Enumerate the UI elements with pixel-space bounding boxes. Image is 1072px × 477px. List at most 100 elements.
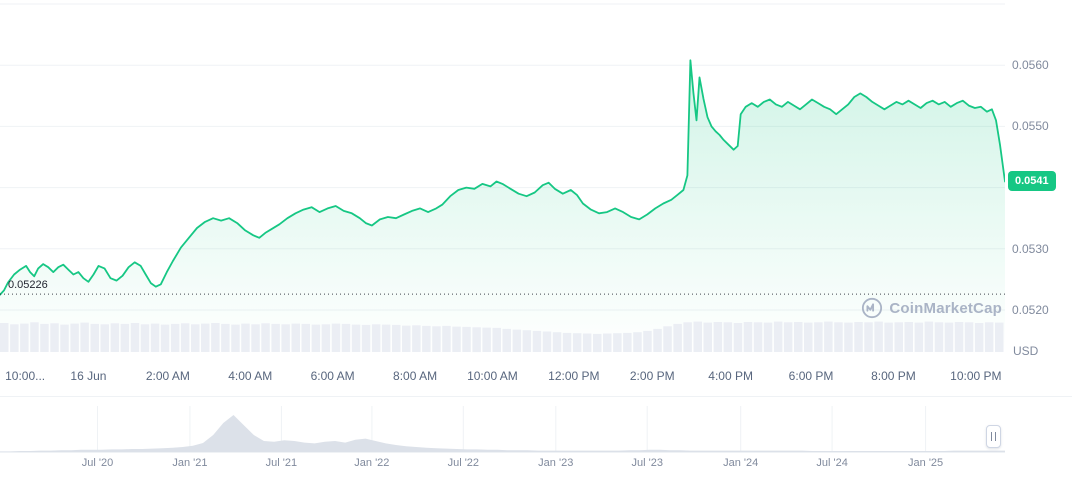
time-tick-label: 8:00 AM (393, 369, 438, 383)
date-tick-label: Jul '22 (447, 457, 480, 469)
volume-bar (904, 322, 913, 352)
time-tick-label: 2:00 AM (145, 369, 190, 383)
volume-bar (412, 325, 421, 352)
current-price-badge: 0.0541 (1008, 171, 1056, 192)
range-selector[interactable]: Jul '20 Jan '21 Jul '21 Jan '22 Jul '22 Jan '… (0, 396, 1072, 477)
price-chart-canvas[interactable] (0, 0, 1005, 360)
reference-price-label: 0.05226 (8, 279, 48, 292)
volume-bar (30, 322, 39, 352)
all-time-area (0, 415, 1005, 453)
price-tick-label: 0.0530 (1012, 241, 1049, 256)
volume-bar (221, 323, 230, 352)
volume-bar (593, 333, 602, 353)
volume-bar (804, 322, 813, 352)
volume-bar (100, 324, 109, 352)
volume-bar (572, 333, 582, 352)
time-tick-label: 16 Jun (70, 369, 107, 383)
volume-bar (422, 325, 431, 352)
volume-bar (472, 327, 481, 353)
volume-bar (170, 323, 180, 352)
volume-bar (180, 323, 190, 352)
volume-bar (663, 326, 672, 352)
price-tick-label: 0.0520 (1012, 303, 1049, 317)
volume-bar (864, 322, 873, 352)
volume-bar (603, 333, 612, 352)
volume-bar (954, 322, 964, 352)
volume-bar (381, 324, 391, 352)
time-tick-label: 10:00 PM (950, 369, 1002, 383)
time-tick-label: 8:00 PM (871, 369, 916, 383)
volume-bar (241, 323, 250, 352)
volume-bar (80, 322, 89, 352)
volume-bar (150, 323, 160, 352)
volume-bar (582, 333, 592, 352)
volume-bar (844, 322, 853, 352)
volume-bar (70, 323, 79, 352)
range-selector-chart[interactable] (0, 406, 1005, 453)
brush-resize-handle[interactable] (986, 425, 1001, 448)
date-tick-label: Jan '23 (538, 457, 574, 469)
volume-bar (743, 322, 753, 352)
volume-bar (191, 324, 200, 352)
date-tick-label: Jul '24 (816, 457, 848, 469)
volume-bar (693, 321, 702, 352)
volume-bar (110, 323, 120, 352)
volume-bar (874, 321, 883, 352)
volume-bar (944, 322, 954, 352)
volume-bar (201, 323, 210, 352)
time-tick-label: 10:00 AM (467, 369, 518, 383)
volume-bar (120, 323, 130, 352)
volume-bar (924, 321, 934, 352)
volume-bar (984, 322, 994, 352)
volume-bar (321, 324, 331, 352)
volume-bar (291, 323, 300, 352)
volume-bar (914, 322, 924, 352)
volume-bar (20, 323, 29, 352)
main-chart-area: 0.0520 0.0530 0.0550 0.0560 0.0541 USD 0.05… (0, 0, 1056, 360)
volume-bar (934, 322, 944, 352)
time-axis: 10:00... 16 Jun 2:00 AM 4:00 AM 6:00 AM 8:00 … (0, 360, 1072, 396)
volume-bar (964, 322, 974, 352)
volume-bar (613, 333, 622, 352)
volume-bar (331, 323, 341, 352)
volume-bar (995, 322, 1004, 352)
volume-bar (40, 323, 49, 352)
volume-bar (763, 322, 773, 352)
price-area-fill (0, 60, 1005, 353)
volume-bar (361, 324, 371, 352)
volume-bar (211, 323, 220, 352)
date-tick-label: Jul '23 (631, 457, 663, 469)
coinmarketcap-watermark: CoinMarketCap (861, 297, 1002, 319)
volume-bar (633, 332, 642, 352)
volume-bar (341, 323, 351, 352)
volume-bar (140, 324, 150, 352)
volume-bar (653, 328, 662, 352)
volume-bar (552, 332, 562, 352)
coinmarketcap-logo-icon (862, 297, 883, 319)
volume-bar (160, 324, 170, 352)
volume-bar (623, 332, 632, 352)
volume-bar (130, 323, 140, 352)
price-line (0, 59, 1005, 296)
volume-bar (301, 323, 310, 352)
volume-bar (723, 322, 733, 352)
volume-bar (713, 322, 723, 352)
volume-bar (974, 323, 984, 352)
time-tick-label: 4:00 PM (708, 369, 753, 383)
volume-bar (834, 322, 843, 352)
watermark-text: CoinMarketCap (889, 299, 1002, 317)
time-tick-label: 2:00 PM (629, 369, 675, 383)
volume-bar (311, 324, 321, 352)
date-tick-label: Jan '22 (354, 457, 390, 469)
date-tick-label: Jan '25 (908, 457, 944, 469)
date-tick-label: Jul '20 (81, 457, 114, 469)
volume-bar (824, 321, 833, 352)
volume-bar (462, 326, 471, 352)
volume-bar (773, 321, 783, 352)
volume-bar (753, 322, 763, 352)
volume-bar (562, 332, 572, 352)
time-tick-label: 12:00 PM (548, 369, 600, 383)
volume-bar (271, 323, 280, 352)
volume-bar (261, 323, 270, 352)
